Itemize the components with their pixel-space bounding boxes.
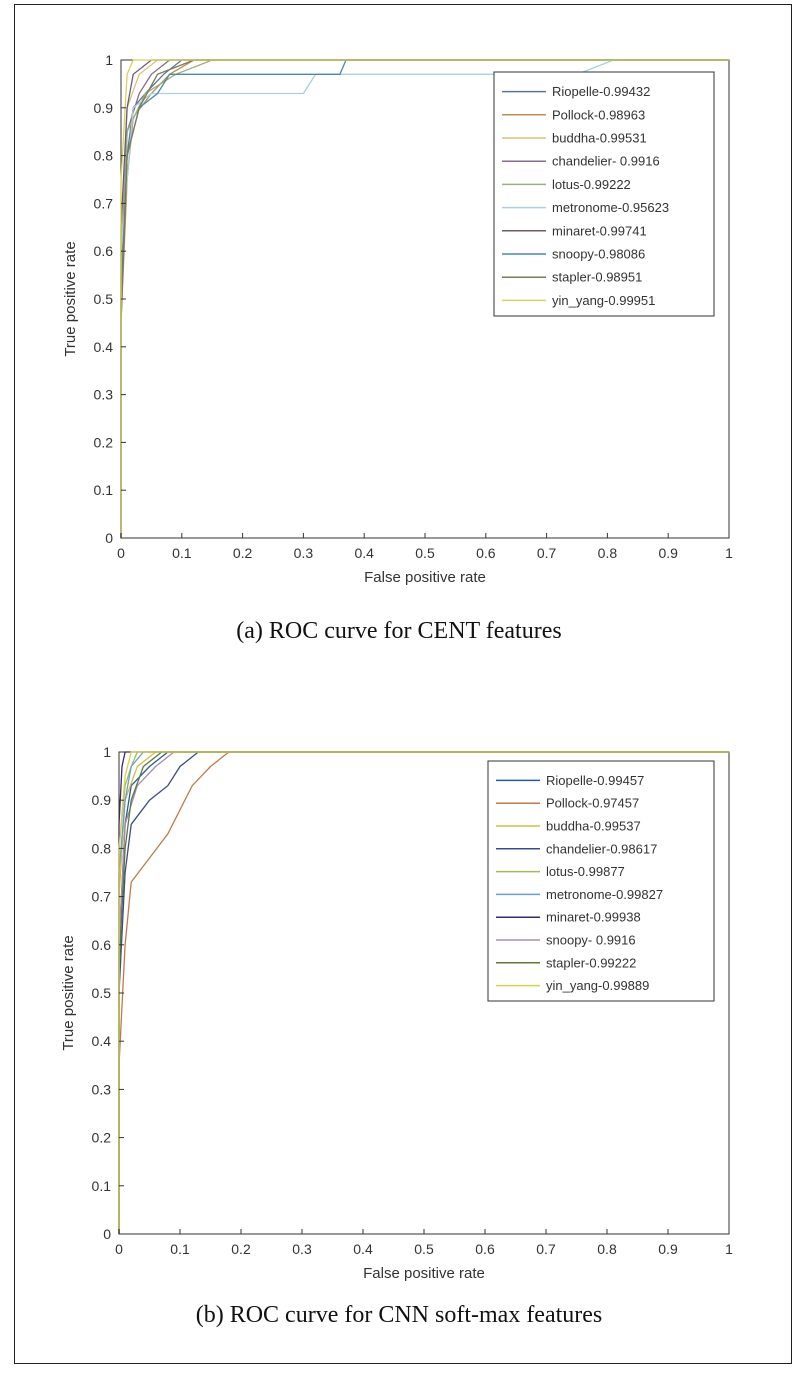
x-tick-label: 0.4 <box>353 1241 373 1257</box>
y-tick-label: 0.9 <box>94 100 114 116</box>
legend-entry-3: chandelier-0.98617 <box>546 841 657 856</box>
legend-entry-9: yin_yang-0.99889 <box>546 978 649 993</box>
y-tick-label: 0.7 <box>92 889 112 905</box>
y-tick-label: 1 <box>105 52 113 68</box>
x-tick-label: 0.1 <box>170 1241 190 1257</box>
legend-entry-5: metronome-0.95623 <box>552 200 669 215</box>
legend-entry-8: stapler-0.99222 <box>546 955 636 970</box>
y-tick-label: 0.9 <box>92 792 112 808</box>
legend-entry-1: Pollock-0.98963 <box>552 107 645 122</box>
legend-entry-6: minaret-0.99938 <box>546 910 641 925</box>
x-tick-label: 0.2 <box>233 545 253 561</box>
y-tick-label: 0.5 <box>94 291 114 307</box>
y-tick-label: 0.1 <box>94 482 114 498</box>
legend-entry-6: minaret-0.99741 <box>552 223 647 238</box>
x-tick-label: 0.2 <box>231 1241 251 1257</box>
legend-entry-5: metronome-0.99827 <box>546 887 663 902</box>
legend-entry-2: buddha-0.99531 <box>552 131 647 146</box>
caption-cent: (a) ROC curve for CENT features <box>236 618 562 644</box>
x-tick-label: 0.7 <box>536 1241 556 1257</box>
x-tick-label: 0.4 <box>354 545 374 561</box>
y-tick-label: 0.5 <box>92 985 112 1001</box>
y-axis-label: True positive rate <box>60 935 77 1050</box>
legend-entry-4: lotus-0.99222 <box>552 177 631 192</box>
caption-cnn: (b) ROC curve for CNN soft-max features <box>195 1302 603 1328</box>
legend-box <box>493 71 715 317</box>
series-line-3 <box>118 751 729 1234</box>
legend-entry-0: Riopelle-0.99432 <box>552 84 650 99</box>
x-tick-label: 0.3 <box>292 1241 312 1257</box>
y-tick-label: 0.4 <box>92 1033 112 1049</box>
y-tick-label: 0.2 <box>92 1130 112 1146</box>
y-tick-label: 0 <box>103 1226 111 1242</box>
x-tick-label: 0.7 <box>537 545 557 561</box>
y-axis-label: True positive rate <box>62 241 79 356</box>
y-tick-label: 0.3 <box>92 1081 112 1097</box>
x-tick-label: 0.9 <box>658 1241 678 1257</box>
y-tick-label: 0 <box>105 530 113 546</box>
x-tick-label: 1 <box>725 1241 733 1257</box>
y-tick-label: 0.6 <box>92 937 112 953</box>
y-tick-label: 0.7 <box>94 195 114 211</box>
legend-entry-4: lotus-0.99877 <box>546 864 625 879</box>
y-tick-label: 0.8 <box>92 840 112 856</box>
x-tick-label: 0.8 <box>598 545 618 561</box>
legend-entry-7: snoopy- 0.9916 <box>546 933 636 948</box>
roc-chart-cent: 0 0.1 0.2 0.3 0.4 0.5 0.6 0.7 0.8 0.9 1 0 0.1 0.2 0.3 0… <box>62 52 733 586</box>
x-axis-label: False positive rate <box>364 569 486 586</box>
legend-box <box>487 760 715 1002</box>
x-tick-label: 0.3 <box>294 545 314 561</box>
legend-entry-7: snoopy-0.98086 <box>552 247 645 262</box>
y-tick-label: 0.6 <box>94 243 114 259</box>
legend-entry-3: chandelier- 0.9916 <box>552 154 660 169</box>
legend-entry-9: yin_yang-0.99951 <box>552 293 655 308</box>
y-tick-label: 0.8 <box>94 148 114 164</box>
y-tick-label: 0.3 <box>94 387 114 403</box>
roc-chart-cnn: 0 0.1 0.2 0.3 0.4 0.5 0.6 0.7 0.8 0.9 1 0 0.1 0.2 0.3 0… <box>60 744 733 1282</box>
x-axis-label: False positive rate <box>363 1265 485 1282</box>
legend-entry-1: Pollock-0.97457 <box>546 796 639 811</box>
series-line-9 <box>118 751 729 1234</box>
legend-entry-2: buddha-0.99537 <box>546 819 641 834</box>
x-tick-label: 0.1 <box>172 545 192 561</box>
x-tick-label: 0.8 <box>597 1241 617 1257</box>
x-tick-label: 1 <box>725 545 733 561</box>
y-tick-label: 0.2 <box>94 434 114 450</box>
series-line-1 <box>118 751 729 1234</box>
x-tick-label: 0 <box>115 1241 123 1257</box>
legend-entry-0: Riopelle-0.99457 <box>546 773 644 788</box>
y-tick-label: 1 <box>103 744 111 760</box>
y-tick-label: 0.1 <box>92 1178 112 1194</box>
legend-entry-8: stapler-0.98951 <box>552 270 642 285</box>
x-tick-label: 0.6 <box>475 1241 495 1257</box>
x-tick-label: 0.9 <box>658 545 678 561</box>
x-tick-label: 0.6 <box>476 545 496 561</box>
x-tick-label: 0.5 <box>414 1241 434 1257</box>
x-tick-label: 0.5 <box>415 545 435 561</box>
x-tick-label: 0 <box>117 545 125 561</box>
y-tick-label: 0.4 <box>94 339 114 355</box>
